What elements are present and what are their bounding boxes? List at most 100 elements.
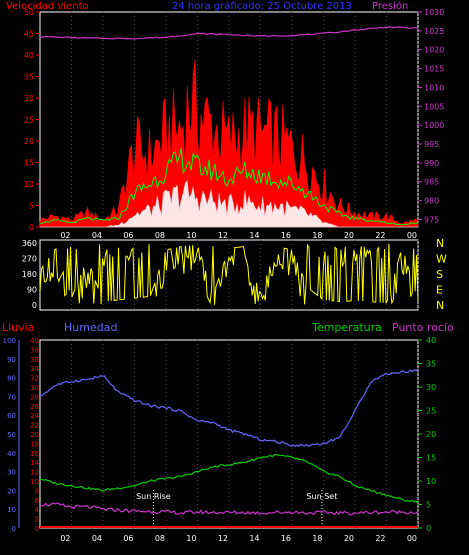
climate-x-tick-label: 18 [312,534,322,543]
pressure-y-tick-label: 1025 [424,27,444,36]
compass-label: N [436,237,444,250]
pressure-y-tick-label: 1000 [424,121,444,130]
rain-y-tick-label: 18 [30,440,39,448]
compass-label: S [436,268,443,281]
wind-y-tick-label: 15 [24,159,34,168]
wind-y-tick-label: 45 [24,30,34,39]
wind-x-tick-label: 04 [92,231,102,240]
rain-y-tick-label: 36 [30,356,39,364]
temp-y-tick-label: 10 [426,477,436,486]
pressure-y-tick-label: 1020 [424,46,444,55]
wind-y-tick-label: 0 [29,223,34,232]
pressure-y-tick-label: 1010 [424,83,444,92]
climate-x-tick-label: 12 [218,534,228,543]
rain-y-tick-label: 20 [30,431,39,439]
pressure-y-tick-label: 1015 [424,65,444,74]
direction-y-tick-label: 270 [22,255,37,264]
wind-speed-label: Velocidad viento [6,1,89,12]
wind-x-tick-label: 06 [123,231,133,240]
pressure-y-tick-label: 990 [424,159,439,168]
temp-y-tick-label: 35 [426,360,436,369]
climate-x-tick-label: 10 [186,534,196,543]
climate-x-tick-label: 02 [60,534,70,543]
dewpoint-label: Punto rocío [392,321,454,334]
pressure-y-tick-label: 995 [424,140,439,149]
rain-y-tick-label: 22 [30,422,39,430]
rain-y-tick-label: 6 [35,497,40,505]
climate-x-tick-label: 20 [344,534,354,543]
rain-y-tick-label: 28 [30,393,39,401]
humidity-y-tick-label: 80 [7,375,16,383]
humidity-y-tick-label: 0 [12,525,16,533]
pressure-y-tick-label: 1030 [424,8,444,17]
wind-x-tick-label: 12 [218,231,228,240]
wind-y-tick-label: 5 [29,202,34,211]
humidity-y-tick-label: 90 [7,356,16,364]
rain-y-tick-label: 26 [30,403,39,411]
temp-y-tick-label: 25 [426,407,436,416]
temp-y-tick-label: 40 [426,336,436,345]
rain-label: Lluvia [2,321,34,334]
wind-y-tick-label: 40 [24,51,34,60]
chart-title: 24 hora gráficado: 25 Octubre 2013 [172,0,352,12]
rain-y-tick-label: 12 [30,469,39,477]
humidity-y-tick-label: 60 [7,412,16,420]
temp-y-tick-label: 20 [426,430,436,439]
humidity-y-tick-label: 10 [7,506,16,514]
wind-x-tick-label: 20 [344,231,354,240]
low-wind-area [40,179,418,228]
wind-x-tick-label: 18 [312,231,322,240]
rain-y-tick-label: 16 [30,450,39,458]
rain-y-tick-label: 10 [30,478,39,486]
rain-y-tick-label: 32 [30,375,39,383]
temp-y-tick-label: 30 [426,383,436,392]
wind-direction-line [39,243,419,305]
wind-y-tick-label: 25 [24,116,34,125]
wind-x-tick-label: 10 [186,231,196,240]
humidity-y-tick-label: 50 [7,431,16,439]
climate-x-tick-label: 14 [249,534,259,543]
rain-y-tick-label: 40 [30,337,39,345]
direction-y-tick-label: 360 [22,239,37,248]
wind-x-tick-label: 08 [155,231,165,240]
temp-y-tick-label: 0 [426,524,431,533]
temperature-line [39,453,419,504]
pressure-y-tick-label: 985 [424,178,439,187]
temperature-label: Temperatura [311,321,382,334]
rain-y-tick-label: 8 [35,487,39,495]
direction-y-tick-label: 0 [32,301,37,310]
rain-y-tick-label: 14 [30,459,39,467]
dewpoint-line [39,502,419,516]
rain-y-tick-label: 2 [35,516,39,524]
rain-y-tick-label: 30 [30,384,39,392]
temp-y-tick-label: 5 [426,501,431,510]
climate-x-tick-label: 22 [375,534,385,543]
sunrise-label: Sun Rise [136,492,171,501]
pressure-y-tick-label: 980 [424,197,439,206]
rain-y-tick-label: 24 [30,412,39,420]
climate-x-tick-label: 06 [123,534,133,543]
rain-y-tick-label: 4 [35,506,40,514]
humidity-y-tick-label: 70 [7,393,16,401]
humidity-label: Humedad [64,321,117,334]
wind-x-tick-label: 14 [249,231,259,240]
pressure-y-tick-label: 1005 [424,102,444,111]
humidity-y-tick-label: 40 [7,450,16,458]
wind-x-tick-label: 02 [60,231,70,240]
pressure-y-tick-label: 975 [424,215,439,224]
rain-y-tick-label: 0 [35,525,39,533]
average-wind-line [39,147,419,226]
wind-y-tick-label: 50 [24,8,34,17]
sunset-label: Sun Set [306,492,337,501]
climate-x-tick-label: 16 [281,534,291,543]
wind-y-tick-label: 10 [24,180,34,189]
compass-label: E [436,284,443,297]
rain-y-tick-label: 38 [30,346,39,354]
chart-marks: 0510152025303540455097598098599099510001… [3,8,447,543]
pressure-line [39,26,419,40]
wind-y-tick-label: 20 [24,137,34,146]
climate-x-tick-label: 08 [155,534,165,543]
humidity-y-tick-label: 100 [3,337,16,345]
